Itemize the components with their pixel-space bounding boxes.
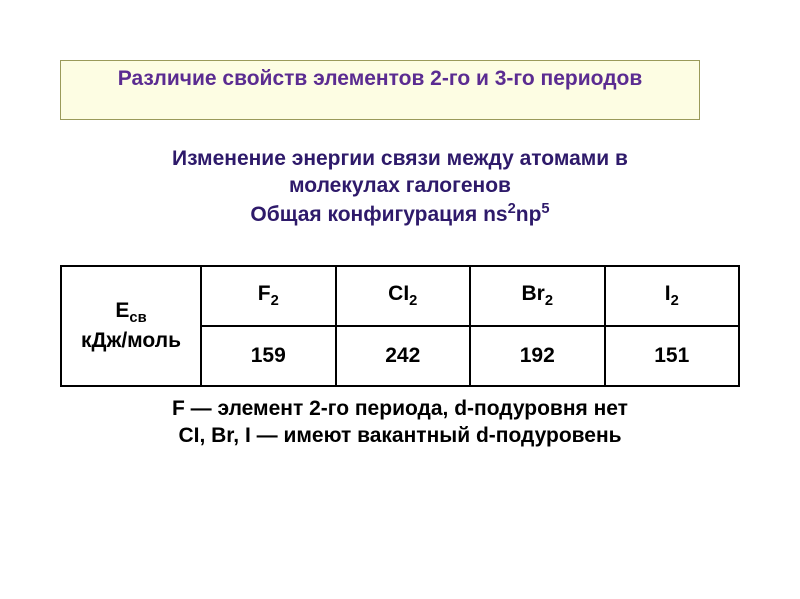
col-header-cell: I2	[605, 266, 740, 326]
value-cell: 151	[605, 326, 740, 386]
title-box: Различие свойств элементов 2-го и 3-го п…	[60, 60, 700, 120]
value-cell: 159	[201, 326, 336, 386]
molecule-label: F	[258, 282, 271, 305]
subtitle-block: Изменение энергии связи между атомами в …	[50, 145, 750, 228]
footer-line-2: CI, Br, I — имеют вакантный d-подуровень	[178, 424, 621, 447]
row-header-cell: Есв кДж/моль	[61, 266, 201, 386]
value-cell: 192	[470, 326, 605, 386]
molecule-sub: 2	[545, 294, 553, 310]
config-sup-1: 2	[508, 201, 516, 217]
row-header-symbol: Е	[115, 299, 129, 322]
config-mid: np	[516, 203, 542, 226]
molecule-label: CI	[388, 282, 409, 305]
molecule-sub: 2	[409, 294, 417, 310]
row-header-unit: кДж/моль	[81, 329, 181, 352]
data-table-container: Есв кДж/моль F2 CI2 Br2 I2 159 242 192 1…	[60, 265, 740, 387]
subtitle-line-3: Общая конфигурация ns2np5	[250, 203, 549, 226]
value-cell: 242	[336, 326, 471, 386]
molecule-label: Br	[521, 282, 544, 305]
footer-line-1: F — элемент 2-го периода, d-подуровня не…	[172, 397, 628, 420]
col-header-cell: Br2	[470, 266, 605, 326]
subtitle-line-1: Изменение энергии связи между атомами в	[172, 147, 628, 170]
subtitle-line-2: молекулах галогенов	[289, 174, 511, 197]
config-sup-2: 5	[541, 201, 549, 217]
footer-block: F — элемент 2-го периода, d-подуровня не…	[50, 395, 750, 450]
molecule-sub: 2	[671, 294, 679, 310]
col-header-cell: CI2	[336, 266, 471, 326]
molecule-sub: 2	[271, 294, 279, 310]
bond-energy-table: Есв кДж/моль F2 CI2 Br2 I2 159 242 192 1…	[60, 265, 740, 387]
config-prefix: Общая конфигурация ns	[250, 203, 507, 226]
table-row: Есв кДж/моль F2 CI2 Br2 I2	[61, 266, 739, 326]
row-header-sub: св	[129, 311, 146, 327]
col-header-cell: F2	[201, 266, 336, 326]
title-text: Различие свойств элементов 2-го и 3-го п…	[118, 67, 643, 91]
